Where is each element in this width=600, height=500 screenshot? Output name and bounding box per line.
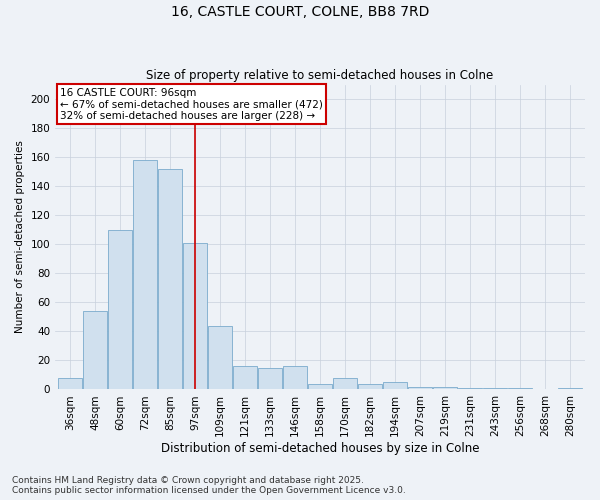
Bar	[558, 388, 582, 390]
Bar	[258, 368, 282, 390]
Bar	[358, 384, 382, 390]
Bar	[158, 169, 182, 390]
Title: Size of property relative to semi-detached houses in Colne: Size of property relative to semi-detach…	[146, 69, 494, 82]
Bar	[308, 384, 332, 390]
Text: Contains HM Land Registry data © Crown copyright and database right 2025.
Contai: Contains HM Land Registry data © Crown c…	[12, 476, 406, 495]
Bar	[508, 388, 532, 390]
Bar	[383, 382, 407, 390]
Text: 16 CASTLE COURT: 96sqm
← 67% of semi-detached houses are smaller (472)
32% of se: 16 CASTLE COURT: 96sqm ← 67% of semi-det…	[61, 88, 323, 121]
Bar	[433, 386, 457, 390]
Bar	[233, 366, 257, 390]
Bar	[408, 386, 432, 390]
Bar	[183, 243, 207, 390]
Bar	[333, 378, 357, 390]
X-axis label: Distribution of semi-detached houses by size in Colne: Distribution of semi-detached houses by …	[161, 442, 479, 455]
Bar	[108, 230, 132, 390]
Bar	[208, 326, 232, 390]
Bar	[283, 366, 307, 390]
Bar	[58, 378, 82, 390]
Bar	[133, 160, 157, 390]
Bar	[83, 311, 107, 390]
Text: 16, CASTLE COURT, COLNE, BB8 7RD: 16, CASTLE COURT, COLNE, BB8 7RD	[171, 5, 429, 19]
Y-axis label: Number of semi-detached properties: Number of semi-detached properties	[15, 140, 25, 334]
Bar	[483, 388, 507, 390]
Bar	[458, 388, 482, 390]
